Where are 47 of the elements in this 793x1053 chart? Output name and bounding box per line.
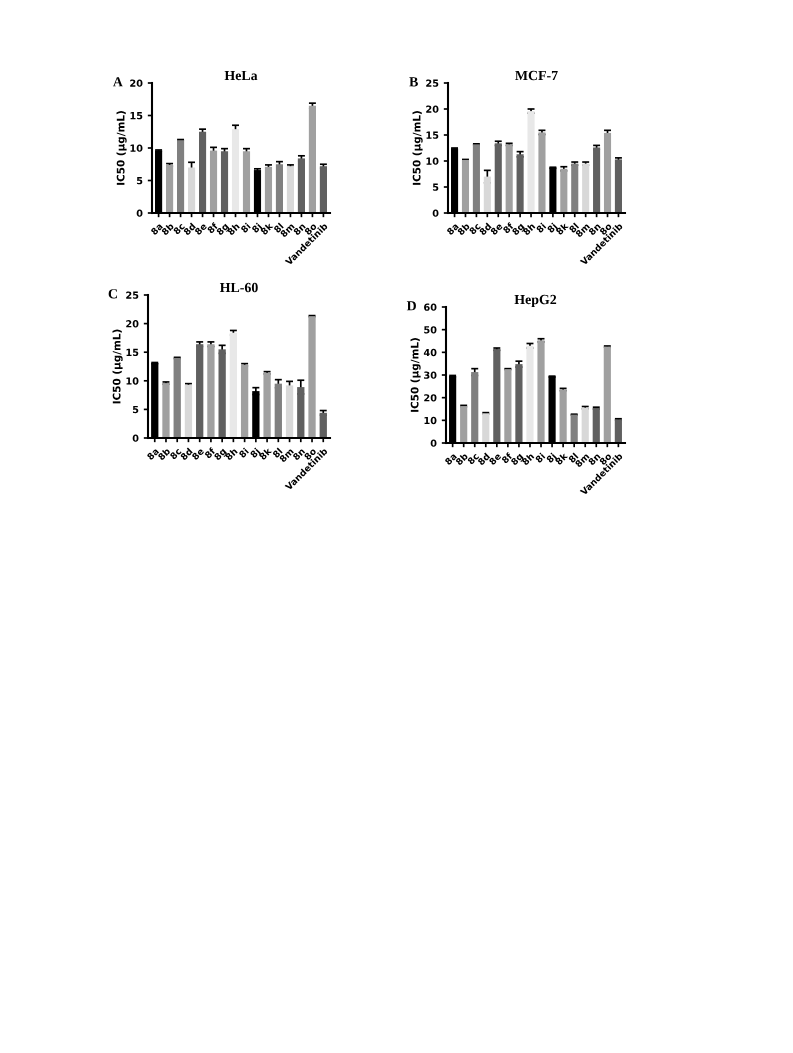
- y-tick-label: 10: [126, 377, 139, 385]
- text: A: [112, 77, 123, 87]
- y-tick-label: 10: [426, 157, 439, 165]
- text: B: [409, 77, 418, 87]
- y-tick-label: 5: [132, 406, 139, 414]
- y-tick-label: 15: [426, 131, 439, 139]
- y-tick-label: 25: [126, 291, 139, 299]
- y-tick-label: 30: [424, 371, 437, 379]
- y-tick-label: 20: [426, 105, 439, 113]
- x-tick-label: 8a: [150, 222, 164, 236]
- y-tick-label: 15: [126, 348, 139, 357]
- y-tick-label: 0: [432, 209, 439, 217]
- y-tick-label: 0: [430, 439, 437, 447]
- y-tick-label: 20: [424, 394, 437, 402]
- chart-title: HL-60: [219, 282, 258, 293]
- y-tick-label: 50: [424, 326, 437, 334]
- y-tick-label: 20: [130, 79, 143, 87]
- y-tick-label: 0: [136, 209, 143, 217]
- x-tick-label: 8i: [534, 452, 546, 464]
- y-tick-label: 40: [423, 348, 437, 357]
- y-tick-label: 15: [130, 112, 143, 120]
- x-tick-label: 8b: [455, 452, 469, 466]
- x-tick-label: 8a: [444, 452, 458, 466]
- y-tick-label: 25: [426, 79, 439, 87]
- y-axis-title: IC50 (μg/mL): [116, 111, 127, 185]
- x-tick-label: 8f: [204, 446, 216, 459]
- chart-title: HepG2: [514, 294, 557, 307]
- x-tick-label: 8f: [501, 451, 513, 464]
- x-tick-label: 8i: [238, 447, 250, 459]
- y-axis-title: IC50 (μg/mL): [410, 338, 421, 412]
- y-tick-label: 20: [126, 320, 139, 328]
- y-tick-label: 10: [130, 144, 143, 152]
- chart-title: HeLa: [224, 70, 258, 81]
- x-tick-label: 8c: [467, 452, 480, 465]
- text: C: [108, 289, 117, 299]
- text: D: [406, 301, 416, 311]
- y-tick-label: 10: [424, 416, 437, 425]
- x-tick-label: 8i: [240, 222, 251, 234]
- y-tick-label: 5: [136, 177, 143, 185]
- y-axis-title: IC50 (μg/mL): [412, 111, 423, 185]
- x-tick-label: 8i: [535, 222, 547, 234]
- y-tick-label: 0: [132, 434, 139, 442]
- y-axis-title: IC50 (μg/mL): [112, 329, 123, 404]
- y-tick-label: 5: [432, 183, 439, 191]
- x-tick-label: 8e: [191, 447, 205, 461]
- y-tick-label: 60: [424, 303, 437, 311]
- chart-title: MCF-7: [515, 70, 558, 81]
